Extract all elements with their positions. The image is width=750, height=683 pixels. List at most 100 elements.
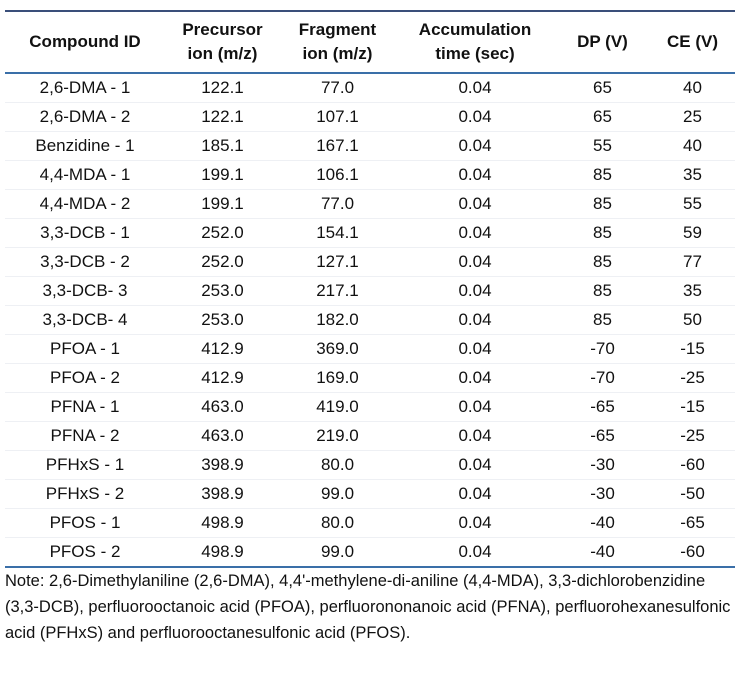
table-cell: PFOS - 2 (5, 537, 165, 568)
table-cell: 40 (650, 131, 735, 161)
table-header: Compound ID Precursor ion (m/z) Fragment ion… (5, 11, 735, 73)
table-cell: 107.1 (280, 102, 395, 132)
table-cell: -25 (650, 363, 735, 393)
table-row: 3,3-DCB- 3 253.0 217.1 0.04 85 35 (5, 276, 735, 306)
table-cell: 4,4-MDA - 2 (5, 189, 165, 219)
table-cell: 85 (555, 160, 650, 190)
table-cell: -70 (555, 334, 650, 364)
table-cell: 80.0 (280, 450, 395, 480)
table-cell: 0.04 (395, 73, 555, 103)
table-cell: 0.04 (395, 450, 555, 480)
table-cell: 106.1 (280, 160, 395, 190)
table-cell: -15 (650, 334, 735, 364)
table-cell: 0.04 (395, 305, 555, 335)
table-cell: 398.9 (165, 450, 280, 480)
table-cell: -40 (555, 537, 650, 568)
header-text: ion (m/z) (187, 44, 258, 63)
header-cell: Precursor ion (m/z) (165, 11, 280, 73)
table-cell: 167.1 (280, 131, 395, 161)
header-cell: DP (V) (555, 11, 650, 73)
table-cell: 55 (555, 131, 650, 161)
table-cell: 0.04 (395, 392, 555, 422)
table-cell: 85 (555, 276, 650, 306)
table-row: 2,6-DMA - 1 122.1 77.0 0.04 65 40 (5, 73, 735, 103)
table-cell: 35 (650, 160, 735, 190)
table-cell: 219.0 (280, 421, 395, 451)
table-row: Benzidine - 1 185.1 167.1 0.04 55 40 (5, 131, 735, 161)
header-cell: Compound ID (5, 11, 165, 73)
table-row: 3,3-DCB - 2 252.0 127.1 0.04 85 77 (5, 247, 735, 277)
table-cell: 0.04 (395, 160, 555, 190)
table-cell: 498.9 (165, 508, 280, 538)
table-row: 2,6-DMA - 2 122.1 107.1 0.04 65 25 (5, 102, 735, 132)
table-cell: 369.0 (280, 334, 395, 364)
table-row: PFOS - 1 498.9 80.0 0.04 -40 -65 (5, 508, 735, 538)
table-cell: 0.04 (395, 102, 555, 132)
table-cell: 252.0 (165, 218, 280, 248)
table-cell: 0.04 (395, 508, 555, 538)
table-cell: 85 (555, 305, 650, 335)
table-cell: 253.0 (165, 276, 280, 306)
table-cell: 185.1 (165, 131, 280, 161)
table-cell: 59 (650, 218, 735, 248)
table-row: PFNA - 1 463.0 419.0 0.04 -65 -15 (5, 392, 735, 422)
table-cell: 412.9 (165, 363, 280, 393)
table-cell: 412.9 (165, 334, 280, 364)
table-cell: 3,3-DCB - 1 (5, 218, 165, 248)
table-cell: 65 (555, 102, 650, 132)
table-cell: 99.0 (280, 479, 395, 509)
table-cell: -25 (650, 421, 735, 451)
table-row: 4,4-MDA - 2 199.1 77.0 0.04 85 55 (5, 189, 735, 219)
table-cell: 0.04 (395, 421, 555, 451)
table-row: PFHxS - 2 398.9 99.0 0.04 -30 -50 (5, 479, 735, 509)
header-text: ion (m/z) (302, 44, 373, 63)
header-text: time (sec) (435, 44, 515, 63)
table-cell: 127.1 (280, 247, 395, 277)
table-cell: -60 (650, 537, 735, 568)
table-cell: PFHxS - 2 (5, 479, 165, 509)
table-cell: 199.1 (165, 160, 280, 190)
table-cell: 65 (555, 73, 650, 103)
table-cell: 398.9 (165, 479, 280, 509)
table-cell: -60 (650, 450, 735, 480)
table-cell: PFNA - 2 (5, 421, 165, 451)
table-cell: 77 (650, 247, 735, 277)
data-table: Compound ID Precursor ion (m/z) Fragment ion… (5, 10, 735, 568)
table-cell: 77.0 (280, 189, 395, 219)
table-cell: 80.0 (280, 508, 395, 538)
header-cell: Fragment ion (m/z) (280, 11, 395, 73)
table-row: PFNA - 2 463.0 219.0 0.04 -65 -25 (5, 421, 735, 451)
table-cell: 85 (555, 247, 650, 277)
table-cell: 0.04 (395, 247, 555, 277)
header-text: Compound ID (29, 32, 141, 51)
table-row: 3,3-DCB- 4 253.0 182.0 0.04 85 50 (5, 305, 735, 335)
table-cell: 0.04 (395, 537, 555, 568)
table-cell: PFOS - 1 (5, 508, 165, 538)
table-row: 4,4-MDA - 1 199.1 106.1 0.04 85 35 (5, 160, 735, 190)
table-cell: 85 (555, 218, 650, 248)
table-row: PFHxS - 1 398.9 80.0 0.04 -30 -60 (5, 450, 735, 480)
table-cell: 463.0 (165, 421, 280, 451)
table-cell: 199.1 (165, 189, 280, 219)
table-cell: 40 (650, 73, 735, 103)
table-cell: 122.1 (165, 102, 280, 132)
table-cell: 99.0 (280, 537, 395, 568)
table-cell: 50 (650, 305, 735, 335)
table-cell: 0.04 (395, 276, 555, 306)
table-cell: -15 (650, 392, 735, 422)
header-text: Fragment (298, 20, 377, 39)
table-cell: 85 (555, 189, 650, 219)
header-text: Precursor (182, 20, 263, 39)
table-cell: 55 (650, 189, 735, 219)
table-cell: 0.04 (395, 479, 555, 509)
table-cell: -65 (555, 421, 650, 451)
table-cell: 3,3-DCB- 3 (5, 276, 165, 306)
table-cell: 0.04 (395, 334, 555, 364)
table-row: 3,3-DCB - 1 252.0 154.1 0.04 85 59 (5, 218, 735, 248)
table-cell: 253.0 (165, 305, 280, 335)
table-cell: 169.0 (280, 363, 395, 393)
table-cell: 3,3-DCB- 4 (5, 305, 165, 335)
table-cell: PFOA - 1 (5, 334, 165, 364)
table-cell: -70 (555, 363, 650, 393)
